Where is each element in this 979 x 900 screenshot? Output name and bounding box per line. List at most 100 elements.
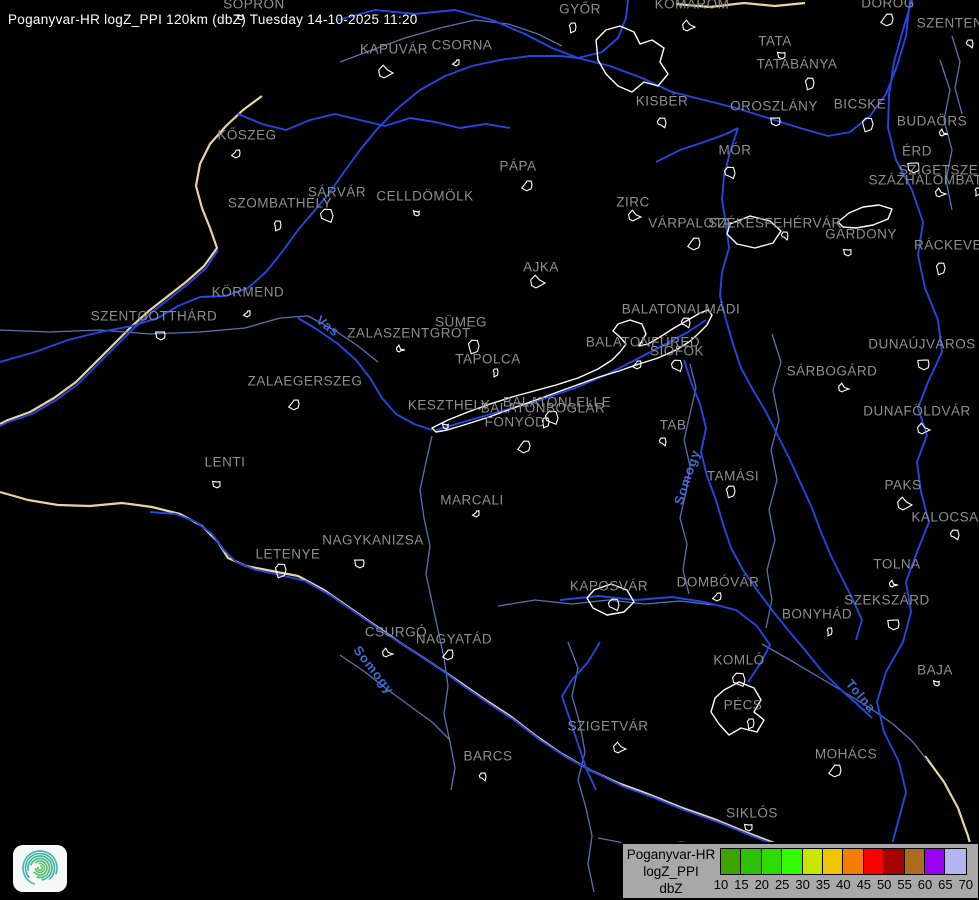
county-border-lines bbox=[0, 19, 963, 893]
town-outline bbox=[907, 162, 920, 174]
legend-tick: 55 bbox=[897, 877, 912, 892]
town-outline bbox=[441, 649, 454, 661]
town-outline bbox=[770, 117, 781, 127]
legend-tick: 10 bbox=[713, 877, 729, 892]
legend-tick: 45 bbox=[856, 877, 872, 892]
town-outline bbox=[492, 368, 499, 378]
town-outline bbox=[837, 382, 851, 393]
legend-tick: 25 bbox=[774, 877, 790, 892]
legend-color-cell bbox=[822, 849, 844, 874]
lake-velence-outline bbox=[837, 204, 893, 229]
town-outline bbox=[658, 437, 667, 447]
pecs-outline bbox=[710, 681, 765, 736]
legend-color-cell bbox=[884, 849, 905, 874]
legend-tick-labels: 10 15 20 25 30 35 40 45 50 55 60 65 70 bbox=[714, 877, 979, 893]
radar-logo bbox=[13, 845, 67, 892]
map-title: Poganyvar-HR logZ_PPI 120km (dbZ) Tuesda… bbox=[8, 12, 418, 27]
legend-color-cell bbox=[843, 849, 864, 874]
town-outline bbox=[395, 344, 406, 353]
town-outline bbox=[517, 440, 531, 454]
town-outline bbox=[478, 772, 487, 782]
kaposvar-outline bbox=[586, 583, 635, 616]
town-outline-layer bbox=[155, 13, 979, 832]
town-outline bbox=[670, 359, 683, 373]
town-outline bbox=[354, 559, 365, 569]
town-outline bbox=[682, 19, 697, 32]
town-outline bbox=[230, 149, 241, 159]
gyor-outline bbox=[595, 25, 669, 93]
town-outline bbox=[541, 417, 550, 429]
town-outline bbox=[680, 317, 691, 329]
legend-tick: 35 bbox=[815, 877, 831, 892]
town-outline bbox=[711, 592, 722, 602]
water-town-outlines bbox=[431, 25, 893, 736]
town-outline bbox=[935, 262, 946, 276]
town-outline bbox=[155, 331, 166, 341]
town-outline bbox=[880, 13, 894, 27]
legend-color-cells bbox=[720, 848, 967, 875]
town-outline bbox=[530, 274, 547, 289]
legend-color-cell bbox=[761, 849, 783, 874]
town-outline bbox=[974, 187, 979, 197]
legend-color-cell bbox=[802, 849, 823, 874]
town-outline bbox=[804, 77, 815, 91]
legend-color-cell bbox=[721, 849, 742, 874]
legend-tick: 50 bbox=[876, 877, 892, 892]
town-outline bbox=[631, 360, 642, 370]
szekesfehervar-outline bbox=[726, 215, 782, 249]
town-outline bbox=[965, 39, 974, 49]
legend-tick: 20 bbox=[754, 877, 770, 892]
town-outline bbox=[211, 480, 221, 489]
town-outline bbox=[723, 166, 736, 180]
legend-color-cell bbox=[741, 849, 762, 874]
town-outline bbox=[826, 627, 833, 637]
river-lines bbox=[0, 0, 943, 900]
legend-tick: 30 bbox=[795, 877, 810, 892]
town-outline bbox=[932, 680, 940, 687]
town-outline bbox=[568, 22, 577, 34]
town-outline bbox=[441, 423, 449, 430]
town-outline bbox=[917, 422, 932, 435]
town-outline bbox=[273, 220, 282, 232]
town-outline bbox=[656, 117, 667, 129]
town-outline bbox=[725, 485, 736, 499]
town-outline bbox=[378, 64, 395, 79]
spiral-icon bbox=[22, 849, 58, 886]
town-outline bbox=[412, 210, 420, 217]
town-outline bbox=[934, 187, 948, 198]
legend-radar-name: Poganyvar-HR bbox=[626, 846, 716, 862]
town-outline bbox=[842, 248, 852, 257]
town-outline bbox=[607, 598, 620, 612]
legend-color-cell bbox=[863, 849, 885, 874]
town-outline bbox=[287, 399, 300, 411]
legend-color-cell bbox=[904, 849, 925, 874]
legend-product-name: logZ_PPI bbox=[643, 863, 699, 879]
town-outline bbox=[887, 619, 900, 631]
town-outline bbox=[242, 310, 251, 318]
town-outline bbox=[938, 128, 949, 137]
legend-tick: 65 bbox=[938, 877, 953, 892]
lake-balaton-outline bbox=[431, 309, 713, 433]
town-outline bbox=[628, 209, 643, 222]
legend-panel: Poganyvar-HR logZ_PPI dbZ 10 15 20 25 30 35 40… bbox=[621, 842, 979, 900]
town-outline bbox=[274, 563, 287, 579]
town-outline bbox=[236, 14, 244, 21]
legend-color-cell bbox=[945, 849, 966, 874]
town-outline bbox=[381, 647, 395, 658]
town-outline bbox=[828, 764, 842, 778]
town-outline bbox=[743, 823, 753, 832]
town-outline bbox=[687, 237, 701, 251]
town-outline bbox=[780, 231, 789, 241]
town-outline bbox=[320, 208, 334, 224]
town-outline bbox=[897, 496, 914, 511]
town-outline bbox=[949, 529, 960, 541]
town-outline bbox=[746, 718, 755, 730]
town-outline bbox=[861, 117, 874, 133]
town-outline bbox=[776, 51, 786, 60]
legend-tick: 70 bbox=[958, 877, 974, 892]
legend-unit: dbZ bbox=[659, 880, 683, 896]
legend-color-cell bbox=[782, 849, 803, 874]
